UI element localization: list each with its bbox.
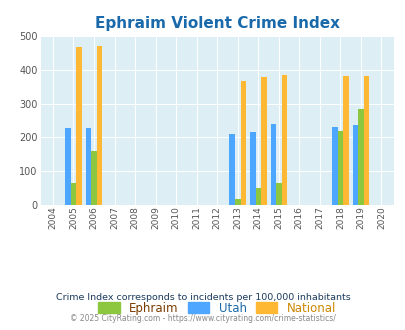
- Bar: [275, 183, 281, 205]
- Bar: [240, 81, 245, 205]
- Bar: [337, 131, 342, 205]
- Legend: Ephraim, Utah, National: Ephraim, Utah, National: [94, 298, 339, 318]
- Bar: [91, 151, 96, 205]
- Title: Ephraim Violent Crime Index: Ephraim Violent Crime Index: [94, 16, 339, 31]
- Bar: [270, 124, 275, 205]
- Bar: [352, 125, 357, 205]
- Bar: [255, 188, 260, 205]
- Text: © 2025 CityRating.com - https://www.cityrating.com/crime-statistics/: © 2025 CityRating.com - https://www.city…: [70, 314, 335, 323]
- Bar: [96, 46, 102, 205]
- Bar: [85, 128, 91, 205]
- Bar: [249, 132, 255, 205]
- Bar: [281, 75, 286, 205]
- Bar: [342, 76, 348, 205]
- Bar: [357, 109, 363, 205]
- Bar: [65, 128, 70, 205]
- Bar: [70, 183, 76, 205]
- Bar: [229, 134, 234, 205]
- Bar: [260, 77, 266, 205]
- Bar: [363, 76, 369, 205]
- Bar: [76, 47, 81, 205]
- Bar: [331, 126, 337, 205]
- Text: Crime Index corresponds to incidents per 100,000 inhabitants: Crime Index corresponds to incidents per…: [55, 292, 350, 302]
- Bar: [234, 199, 240, 205]
